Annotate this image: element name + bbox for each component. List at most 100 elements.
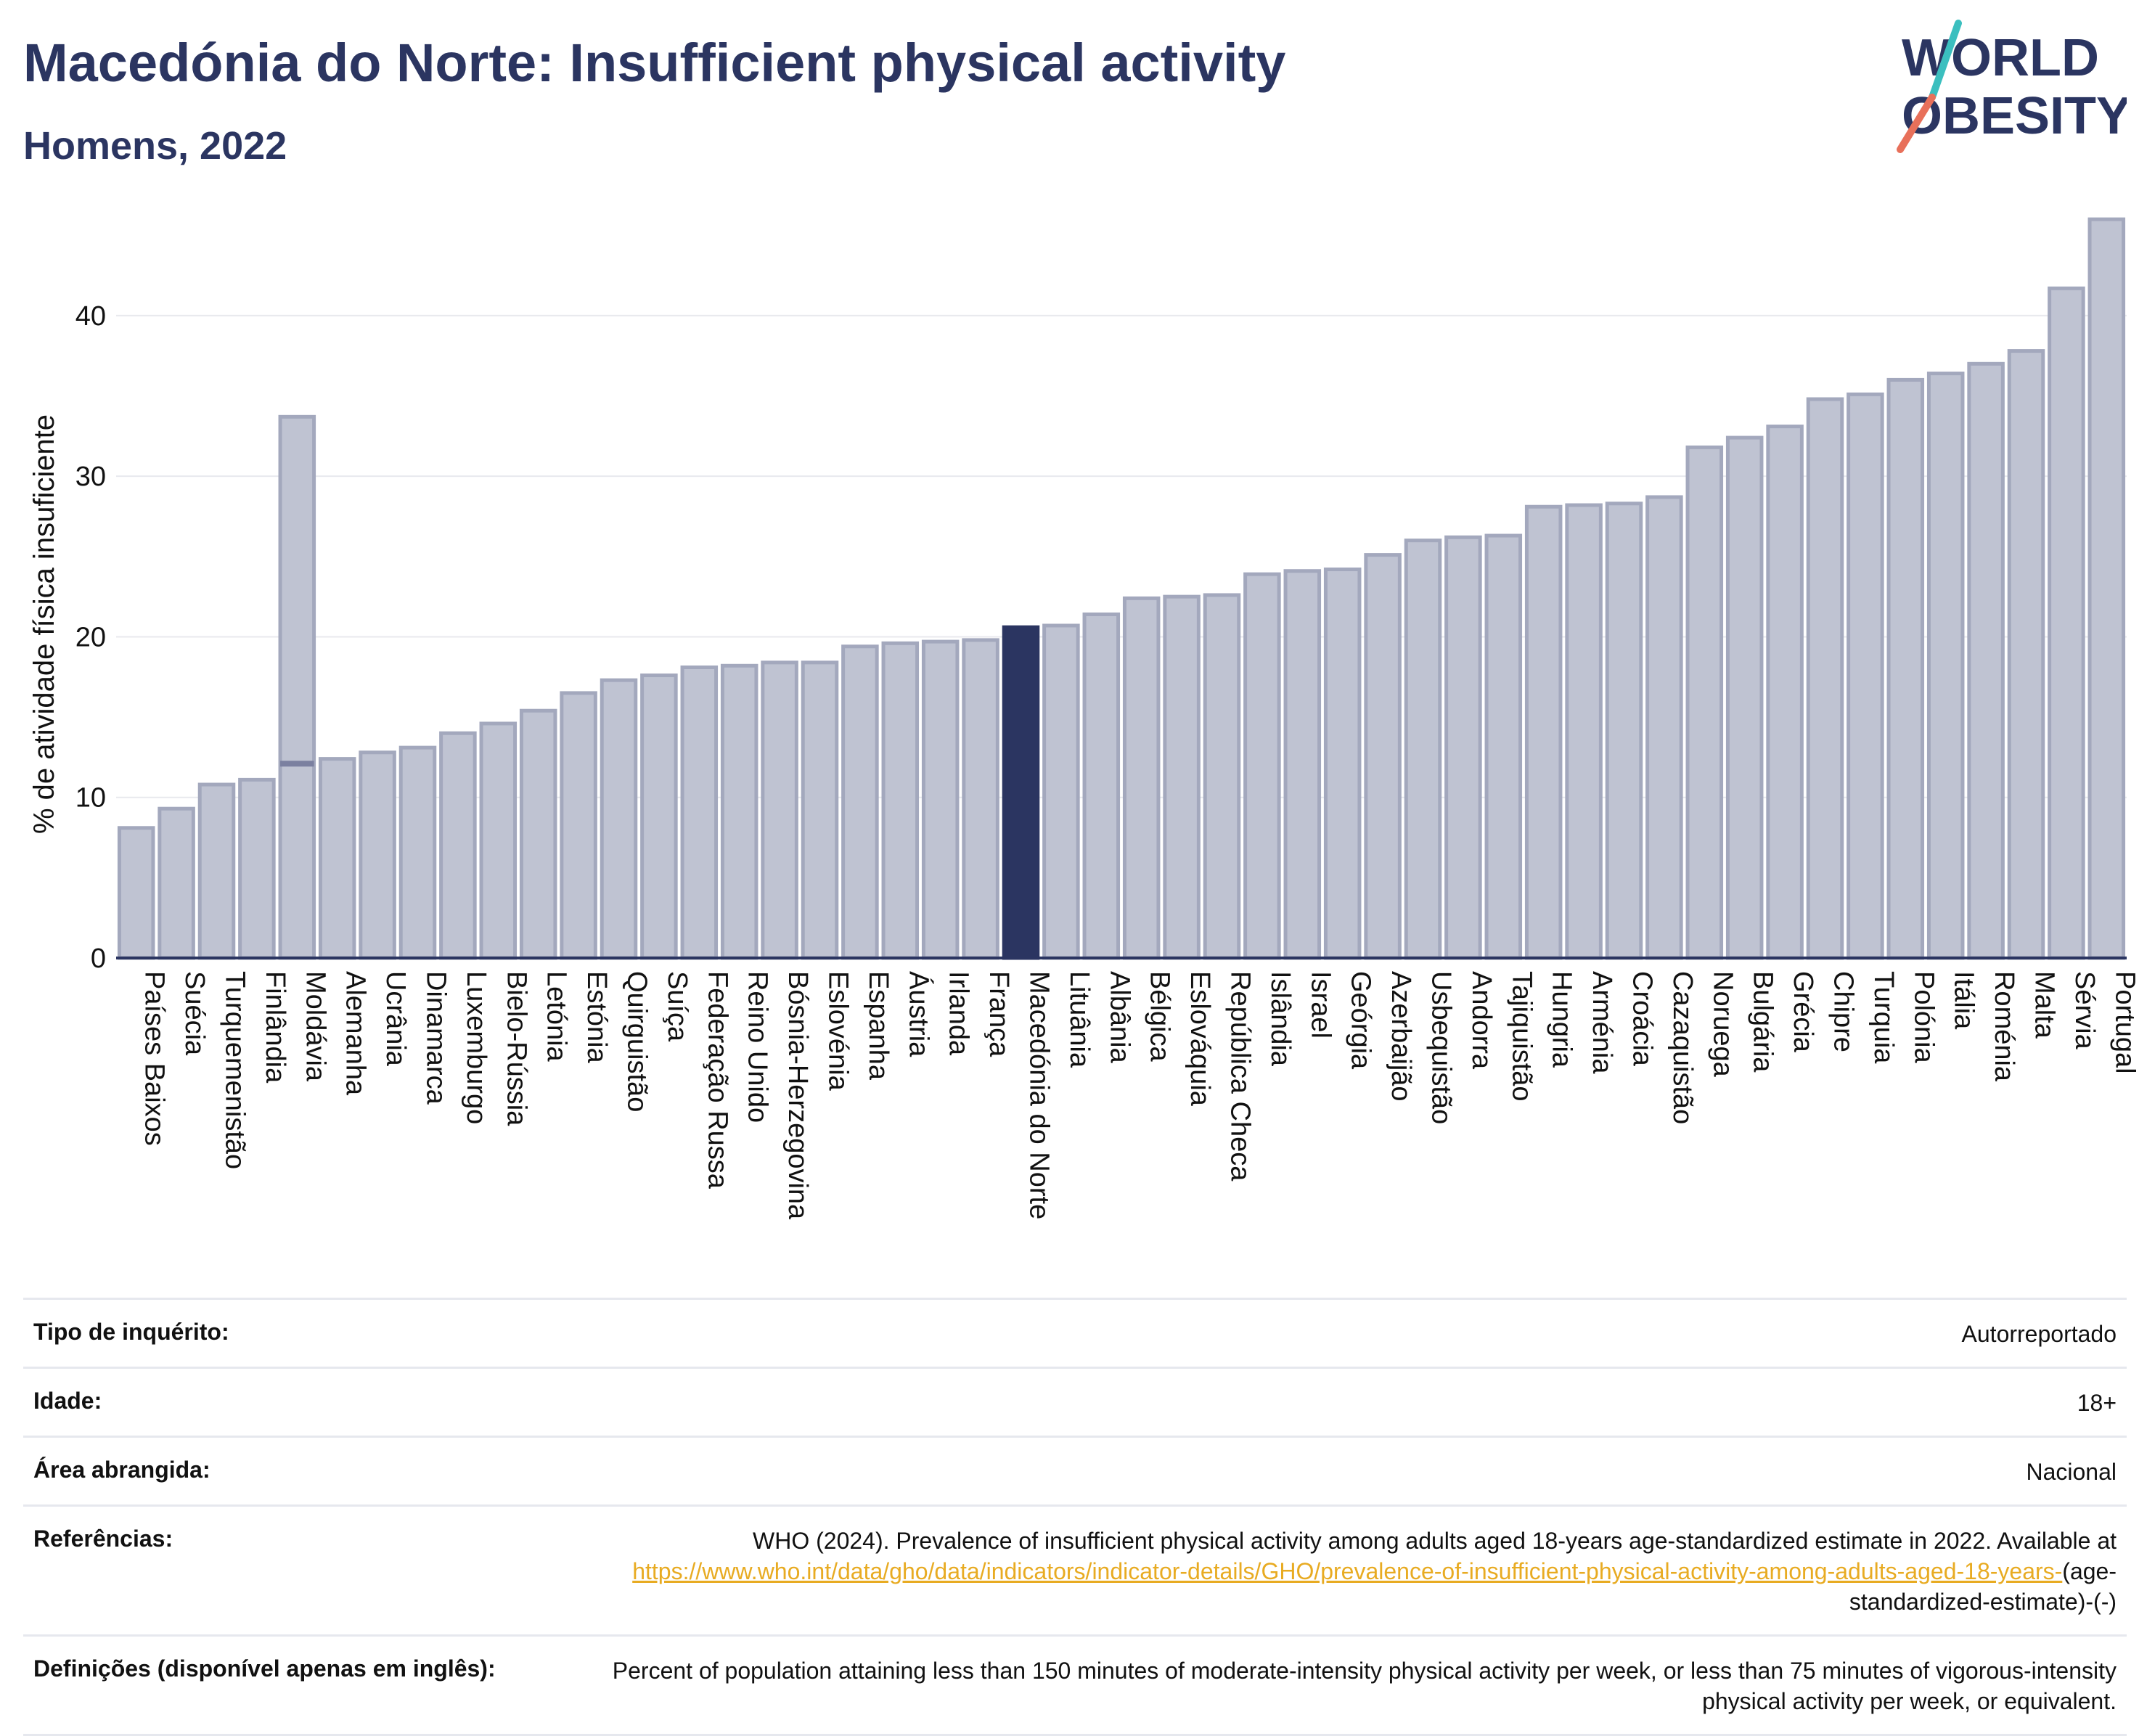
bar: [1283, 569, 1322, 960]
survey-type-value: Autorreportado: [1961, 1321, 2117, 1347]
x-tick-label: Áustria: [903, 971, 934, 1057]
x-tick-label: Malta: [2029, 971, 2060, 1039]
x-tick-label: Polónia: [1908, 971, 1939, 1064]
x-tick-label: Eslovénia: [823, 971, 854, 1092]
bar: [1163, 594, 1201, 960]
bar: [158, 806, 195, 960]
world-obesity-logo: WORLD OBESITY: [1897, 20, 2127, 153]
x-tick-label: Federação Russa: [702, 971, 732, 1190]
bar: [278, 414, 316, 960]
bar: [2048, 286, 2085, 960]
x-tick-label: Ucrânia: [380, 971, 411, 1067]
x-tick-label: Tajiquistão: [1506, 971, 1537, 1102]
age-row: Idade: 18+: [23, 1367, 2127, 1436]
x-tick-label: Alemanha: [340, 971, 371, 1096]
bar: [1203, 593, 1241, 960]
metadata-table: Tipo de inquérito: Autorreportado Idade:…: [23, 1298, 2127, 1736]
page-subtitle: Homens, 2022: [23, 124, 287, 168]
x-tick-label: Croácia: [1627, 971, 1658, 1067]
bar: [640, 673, 678, 960]
x-tick-label: Irlanda: [944, 971, 974, 1056]
x-tick-label: Cazaquistão: [1667, 971, 1698, 1124]
references-text: WHO (2024). Prevalence of insufficient p…: [753, 1528, 2117, 1554]
bar: [2087, 217, 2126, 960]
x-tick-label: Andorra: [1466, 971, 1497, 1070]
x-tick-label: Luxemburgo: [461, 971, 491, 1124]
bar-highlight: [1002, 625, 1040, 960]
page-title: Macedónia do Norte: Insufficient physica…: [23, 33, 1286, 93]
definitions-value: Percent of population attaining less tha…: [612, 1658, 2117, 1714]
y-tick-label: 20: [75, 622, 106, 652]
x-tick-label: Islândia: [1265, 971, 1296, 1067]
references-value: WHO (2024). Prevalence of insufficient p…: [592, 1526, 2117, 1617]
bar: [2007, 349, 2045, 960]
bar: [1645, 495, 1683, 960]
bar: [1404, 539, 1442, 960]
x-tick-label: Espanha: [863, 971, 893, 1081]
x-tick-label: Suécia: [179, 971, 210, 1056]
survey-type-label: Tipo de inquérito:: [33, 1319, 229, 1345]
age-value: 18+: [2077, 1390, 2117, 1416]
x-tick-label: Estónia: [581, 971, 612, 1064]
bar: [801, 660, 839, 960]
x-tick-label: Suíça: [662, 971, 692, 1042]
bar: [962, 638, 999, 960]
bar: [398, 745, 437, 960]
logo-word-world: WORLD: [1902, 29, 2099, 87]
x-tick-label: Turquia: [1868, 971, 1899, 1064]
bars: [117, 217, 2126, 960]
bar: [1484, 533, 1523, 960]
x-tick-label: Finlândia: [260, 971, 290, 1084]
x-tick-label: Letónia: [541, 971, 572, 1063]
bar: [117, 826, 155, 960]
bar: [1886, 377, 1925, 960]
x-tick-label: Eslováquia: [1185, 971, 1215, 1107]
x-tick-label: Reino Unido: [743, 971, 773, 1123]
x-tick-label: Bósnia-Herzegovina: [782, 971, 813, 1220]
x-tick-label: Dinamarca: [421, 971, 451, 1105]
x-tick-label: França: [983, 971, 1014, 1057]
bar: [318, 757, 356, 960]
x-tick-label: Quirguistão: [622, 971, 653, 1112]
bar: [439, 731, 477, 960]
bar: [600, 678, 638, 960]
y-tick-label: 30: [75, 462, 106, 492]
x-tick-label: Moldávia: [300, 971, 330, 1082]
references-link[interactable]: https://www.who.int/data/gho/data/indica…: [632, 1558, 2063, 1584]
x-tick-label: Portugal: [2109, 971, 2140, 1074]
references-row: Referências: WHO (2024). Prevalence of i…: [23, 1504, 2127, 1634]
axes: 0 10 20 30 40 Países Baixos Suécia Turquemenist…: [75, 301, 2140, 1220]
bar: [238, 777, 276, 960]
bar: [1122, 596, 1161, 960]
x-tick-label: Grécia: [1788, 971, 1818, 1053]
x-tick-label: Usbequistão: [1426, 971, 1457, 1124]
bar: [1605, 501, 1643, 960]
x-tick-label: Turquemenistão: [220, 971, 250, 1169]
bar: [519, 708, 557, 960]
x-tick-label: Sérvia: [2069, 971, 2100, 1050]
bar: [1766, 425, 1804, 960]
logo-slash-top: [1929, 20, 1962, 101]
survey-type-row: Tipo de inquérito: Autorreportado: [23, 1298, 2127, 1367]
bar: [841, 644, 879, 960]
bar: [1444, 535, 1482, 960]
bar: [921, 639, 960, 960]
area-label: Área abrangida:: [33, 1457, 210, 1483]
bar: [1042, 623, 1080, 960]
bar: [720, 663, 758, 960]
definitions-row: Definições (disponível apenas em inglês)…: [23, 1634, 2127, 1736]
x-tick-label: Geórgia: [1346, 971, 1376, 1070]
x-tick-label: Bielo-Rússia: [501, 971, 531, 1126]
age-label: Idade:: [33, 1388, 102, 1414]
bar: [1725, 435, 1764, 960]
bar: [1926, 372, 1965, 960]
x-tick-label: Hungria: [1547, 971, 1577, 1068]
references-label: Referências:: [33, 1526, 173, 1552]
bar: [1243, 572, 1281, 960]
x-tick-label: Azerbaijão: [1386, 971, 1416, 1102]
bar: [1806, 397, 1844, 960]
bar-chart: 0 10 20 30 40 Países Baixos Suécia Turquemenist…: [28, 217, 2140, 1220]
x-tick-label: República Checa: [1225, 971, 1256, 1182]
x-tick-label: Albânia: [1104, 971, 1134, 1064]
x-tick-label: Israel: [1305, 971, 1336, 1039]
